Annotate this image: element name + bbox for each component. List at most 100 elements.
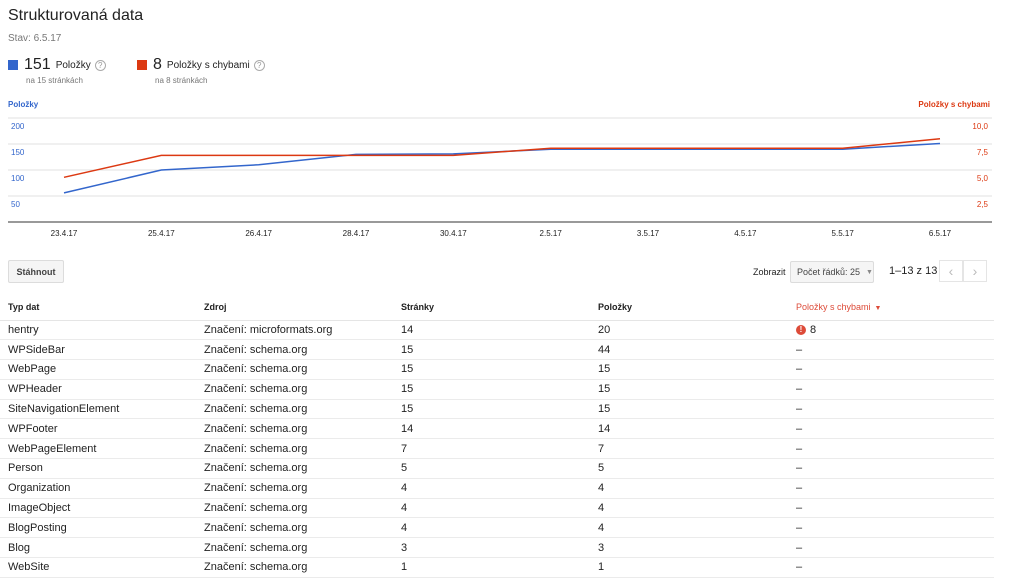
table-row[interactable]: Blog Značení: schema.org 3 3– [0, 537, 994, 559]
cell-data-type: WPFooter [0, 418, 204, 440]
error-items-label: Položky s chybami? [167, 57, 265, 75]
help-icon[interactable]: ? [94, 59, 106, 71]
x-tick-label: 23.4.17 [51, 229, 78, 238]
cell-data-type: hentry [0, 320, 204, 341]
table-row[interactable]: hentry Značení: microformats.org 14 20! 8 [0, 320, 994, 341]
cell-source: Značení: schema.org [204, 339, 401, 361]
table-row[interactable]: WebPage Značení: schema.org 15 15– [0, 359, 994, 380]
left-tick-label: 100 [11, 174, 25, 183]
cell-source: Značení: schema.org [204, 498, 401, 519]
table-row[interactable]: WebPageElement Značení: schema.org 7 7– [0, 438, 994, 460]
cell-items: 15 [598, 379, 796, 400]
cell-items: 5 [598, 458, 796, 479]
cell-pages: 14 [401, 320, 598, 341]
cell-pages: 15 [401, 379, 598, 400]
table-row[interactable]: ImageObject Značení: schema.org 4 4– [0, 498, 994, 519]
cell-data-type: Person [0, 458, 204, 479]
cell-error-items: – [796, 339, 994, 361]
x-tick-label: 6.5.17 [929, 229, 952, 238]
col-header-source[interactable]: Zdroj [204, 294, 401, 321]
cell-items: 14 [598, 418, 796, 440]
cell-source: Značení: schema.org [204, 399, 401, 420]
help-icon[interactable]: ? [253, 59, 265, 71]
cell-error-items: – [796, 537, 994, 559]
col-header-error-items[interactable]: Položky s chybami ▼ [796, 294, 994, 321]
status-date: Stav: 6.5.17 [8, 33, 62, 44]
right-axis-title: Položky s chybami [918, 100, 990, 109]
items-label: Položky? [56, 57, 106, 75]
cell-error-items: – [796, 359, 994, 380]
cell-data-type: Blog [0, 537, 204, 559]
rows-per-page-select[interactable]: Počet řádků: 25 ▼ [790, 261, 874, 283]
cell-items: 44 [598, 339, 796, 361]
right-tick-label: 10,0 [972, 122, 988, 131]
cell-error-items: ! 8 [796, 320, 994, 341]
chevron-left-icon: ‹ [948, 263, 954, 279]
next-page-button[interactable]: › [963, 260, 987, 282]
chevron-right-icon: › [972, 263, 978, 279]
cell-error-items: – [796, 399, 994, 420]
cell-error-items: – [796, 517, 994, 539]
cell-error-items: – [796, 478, 994, 499]
cell-error-items: – [796, 458, 994, 479]
cell-source: Značení: schema.org [204, 458, 401, 479]
cell-items: 15 [598, 399, 796, 420]
cell-error-items: – [796, 498, 994, 519]
items-pages: na 15 stránkách [26, 76, 83, 85]
cell-data-type: WPSideBar [0, 339, 204, 361]
cell-source: Značení: schema.org [204, 418, 401, 440]
col-header-pages[interactable]: Stránky [401, 294, 598, 321]
show-label: Zobrazit [753, 267, 786, 277]
cell-pages: 1 [401, 557, 598, 578]
errors-legend-swatch [137, 60, 147, 70]
table-row[interactable]: Person Značení: schema.org 5 5– [0, 458, 994, 479]
cell-items: 4 [598, 517, 796, 539]
col-header-items[interactable]: Položky [598, 294, 796, 321]
cell-pages: 15 [401, 339, 598, 361]
cell-source: Značení: schema.org [204, 478, 401, 499]
cell-pages: 7 [401, 438, 598, 460]
pager-range: 1–13 z 13 [889, 265, 938, 277]
right-tick-label: 5,0 [977, 174, 989, 183]
table-row[interactable]: SiteNavigationElement Značení: schema.org… [0, 399, 994, 420]
table-row[interactable]: WPFooter Značení: schema.org 14 14– [0, 418, 994, 440]
items-legend-swatch [8, 60, 18, 70]
table-row[interactable]: BlogPosting Značení: schema.org 4 4– [0, 517, 994, 539]
trend-chart[interactable]: Položky Položky s chybami 200 10,0 150 7,5 100… [0, 96, 1000, 244]
cell-source: Značení: schema.org [204, 537, 401, 559]
table-row[interactable]: WPSideBar Značení: schema.org 15 44– [0, 339, 994, 361]
table-header-row: Typ dat Zdroj Stránky Položky Položky s … [0, 294, 994, 321]
cell-error-items: – [796, 438, 994, 460]
cell-source: Značení: schema.org [204, 379, 401, 400]
cell-items: 3 [598, 537, 796, 559]
summary-error-items[interactable]: 8 Položky s chybami? na 8 stránkách [137, 56, 265, 85]
x-tick-label: 4.5.17 [734, 229, 757, 238]
series-line-items[interactable] [63, 142, 941, 194]
table-row[interactable]: WebSite Značení: schema.org 1 1– [0, 557, 994, 578]
table-row[interactable]: Organization Značení: schema.org 4 4– [0, 478, 994, 499]
items-count: 151 [24, 56, 51, 73]
prev-page-button[interactable]: ‹ [939, 260, 963, 282]
cell-items: 4 [598, 498, 796, 519]
chevron-down-icon: ▼ [866, 268, 873, 276]
cell-error-items: – [796, 557, 994, 578]
download-button[interactable]: Stáhnout [8, 260, 64, 283]
cell-pages: 4 [401, 498, 598, 519]
error-items-count: 8 [153, 56, 162, 73]
cell-items: 7 [598, 438, 796, 460]
table-row[interactable]: WPHeader Značení: schema.org 15 15– [0, 379, 994, 400]
cell-pages: 4 [401, 478, 598, 499]
cell-data-type: WebSite [0, 557, 204, 578]
cell-pages: 15 [401, 359, 598, 380]
summary-items[interactable]: 151 Položky? na 15 stránkách [8, 56, 106, 85]
col-header-data-type[interactable]: Typ dat [0, 294, 204, 321]
cell-items: 20 [598, 320, 796, 341]
x-tick-label: 3.5.17 [637, 229, 660, 238]
series-line-error-items[interactable] [63, 138, 941, 179]
x-tick-label: 30.4.17 [440, 229, 467, 238]
cell-pages: 5 [401, 458, 598, 479]
cell-data-type: WPHeader [0, 379, 204, 400]
x-tick-label: 2.5.17 [540, 229, 563, 238]
cell-data-type: WebPageElement [0, 438, 204, 460]
cell-error-items: – [796, 379, 994, 400]
